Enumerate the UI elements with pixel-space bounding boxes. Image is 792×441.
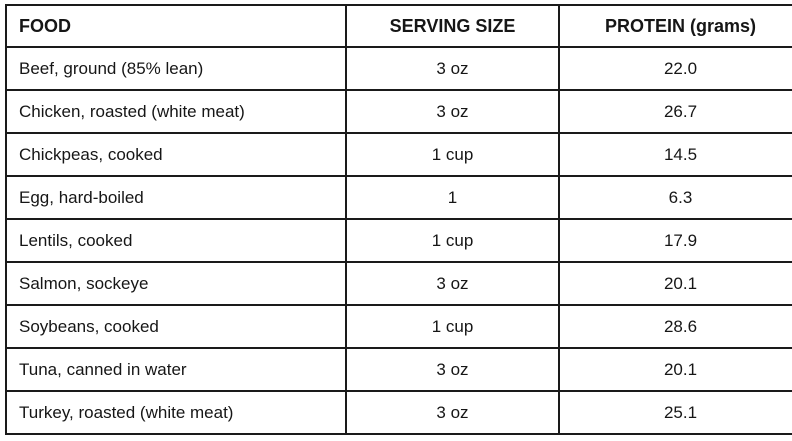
table-row: Chickpeas, cooked 1 cup 14.5 (5, 132, 792, 177)
table-cell: 17.9 (558, 218, 792, 263)
table-cell: Lentils, cooked (5, 218, 347, 263)
table-cell: 20.1 (558, 261, 792, 306)
table-cell: 3 oz (345, 89, 560, 134)
table-cell: 1 cup (345, 218, 560, 263)
table-cell: 3 oz (345, 261, 560, 306)
table-body: Beef, ground (85% lean) 3 oz 22.0 Chicken, … (5, 46, 792, 435)
table-cell: 1 cup (345, 304, 560, 349)
table-cell: Tuna, canned in water (5, 347, 347, 392)
table-row: Salmon, sockeye 3 oz 20.1 (5, 261, 792, 306)
table-cell: Beef, ground (85% lean) (5, 46, 347, 91)
table-cell: 25.1 (558, 390, 792, 435)
table-header: FOOD SERVING SIZE PROTEIN (grams) (5, 4, 792, 48)
header-row: FOOD SERVING SIZE PROTEIN (grams) (5, 4, 792, 48)
header-cell-serving-size: SERVING SIZE (345, 4, 560, 48)
table-cell: Egg, hard-boiled (5, 175, 347, 220)
table-cell: 6.3 (558, 175, 792, 220)
table-cell: 28.6 (558, 304, 792, 349)
header-cell-food: FOOD (5, 4, 347, 48)
table-cell: 3 oz (345, 46, 560, 91)
table-row: Beef, ground (85% lean) 3 oz 22.0 (5, 46, 792, 91)
table-row: Soybeans, cooked 1 cup 28.6 (5, 304, 792, 349)
table-row: Lentils, cooked 1 cup 17.9 (5, 218, 792, 263)
table-cell: 1 (345, 175, 560, 220)
table-cell: Chickpeas, cooked (5, 132, 347, 177)
table-cell: 26.7 (558, 89, 792, 134)
table-row: Tuna, canned in water 3 oz 20.1 (5, 347, 792, 392)
protein-table: FOOD SERVING SIZE PROTEIN (grams) Beef, … (5, 4, 792, 435)
table-cell: Salmon, sockeye (5, 261, 347, 306)
table-cell: Chicken, roasted (white meat) (5, 89, 347, 134)
table-row: Chicken, roasted (white meat) 3 oz 26.7 (5, 89, 792, 134)
table-cell: 3 oz (345, 347, 560, 392)
table-cell: 22.0 (558, 46, 792, 91)
table-row: Turkey, roasted (white meat) 3 oz 25.1 (5, 390, 792, 435)
table-cell: Soybeans, cooked (5, 304, 347, 349)
table-row: Egg, hard-boiled 1 6.3 (5, 175, 792, 220)
table-cell: 14.5 (558, 132, 792, 177)
table-cell: 3 oz (345, 390, 560, 435)
header-cell-protein-grams: PROTEIN (grams) (558, 4, 792, 48)
table-cell: 20.1 (558, 347, 792, 392)
table-cell: Turkey, roasted (white meat) (5, 390, 347, 435)
table-cell: 1 cup (345, 132, 560, 177)
